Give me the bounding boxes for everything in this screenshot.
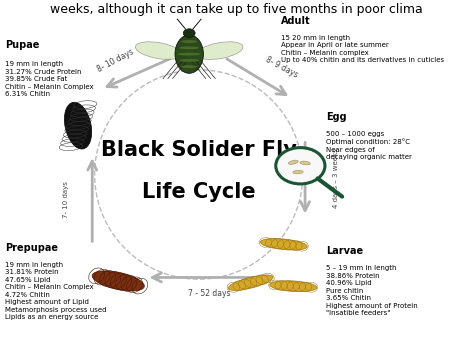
Text: weeks, although it can take up to five months in poor clima: weeks, although it can take up to five m… <box>50 3 423 16</box>
Ellipse shape <box>289 160 298 164</box>
Text: 500 – 1000 eggs
Optimal condition: 28°C
Near edges of
decaying organic matter: 500 – 1000 eggs Optimal condition: 28°C … <box>326 131 412 160</box>
Text: Pupae: Pupae <box>5 40 39 50</box>
Text: Egg: Egg <box>326 112 347 122</box>
Text: 19 mm in length
31.81% Protein
47.65% Lipid
Chitin – Melanin Complex
4.72% Chiti: 19 mm in length 31.81% Protein 47.65% Li… <box>5 262 106 320</box>
Ellipse shape <box>92 271 144 291</box>
Text: 15 20 mm in length
Appear in April or late summer
Chitin – Melanin complex
Up to: 15 20 mm in length Appear in April or la… <box>281 35 445 64</box>
Ellipse shape <box>197 42 243 59</box>
Ellipse shape <box>300 161 310 165</box>
Ellipse shape <box>260 239 307 250</box>
Text: Black Solider Fly: Black Solider Fly <box>101 140 297 160</box>
Ellipse shape <box>179 59 199 62</box>
Ellipse shape <box>181 65 198 68</box>
Text: Adult: Adult <box>281 16 311 26</box>
Ellipse shape <box>293 170 303 174</box>
Ellipse shape <box>270 281 317 292</box>
Ellipse shape <box>175 35 203 73</box>
Circle shape <box>276 148 325 184</box>
Ellipse shape <box>181 40 198 43</box>
Ellipse shape <box>184 29 195 37</box>
Text: 8- 9 days: 8- 9 days <box>264 55 299 80</box>
Text: 7- 10 days: 7- 10 days <box>63 181 69 218</box>
Text: 19 mm in length
31.27% Crude Protein
39.85% Crude Fat
Chitin – Melanin Complex
6: 19 mm in length 31.27% Crude Protein 39.… <box>5 61 93 97</box>
Ellipse shape <box>135 42 182 59</box>
Text: Life Cycle: Life Cycle <box>142 182 255 202</box>
Text: 5 – 19 mm in length
38.86% Protein
40.96% Lipid
Pure chitin
3.65% Chitin
Highest: 5 – 19 mm in length 38.86% Protein 40.96… <box>326 265 418 316</box>
Text: 8- 10 days: 8- 10 days <box>96 48 136 74</box>
Ellipse shape <box>228 275 273 290</box>
Text: Prepupae: Prepupae <box>5 243 58 253</box>
Ellipse shape <box>64 102 92 149</box>
Text: 4 days – 3 weeks: 4 days – 3 weeks <box>333 148 339 208</box>
Ellipse shape <box>179 46 199 49</box>
Ellipse shape <box>177 53 201 55</box>
Text: 7 - 52 days: 7 - 52 days <box>188 289 230 298</box>
Text: Larvae: Larvae <box>326 246 363 256</box>
